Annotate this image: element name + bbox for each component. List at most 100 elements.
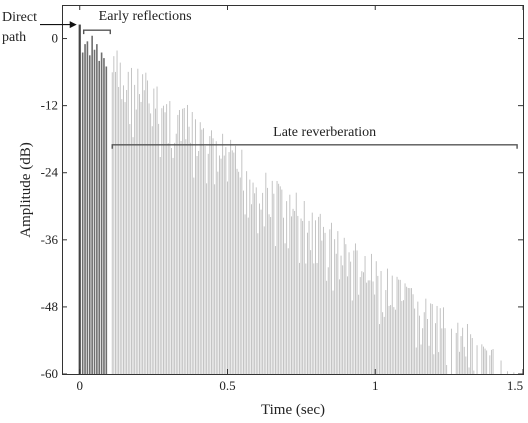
late-reverberation-bar	[223, 155, 225, 374]
late-reverberation-bar	[404, 283, 406, 374]
late-reverberation-bar	[342, 265, 344, 374]
x-tick-label: 1	[372, 378, 379, 393]
y-tick-label: 0	[52, 31, 59, 46]
late-reverberation-bar	[470, 334, 472, 374]
late-reverberation-bar	[390, 305, 392, 374]
late-reverberation-bar	[375, 261, 377, 374]
late-reverberation-bar	[282, 217, 284, 374]
late-reverberation-bar	[455, 332, 457, 374]
late-reverberation-bar	[316, 263, 318, 374]
late-reverberation-bar	[126, 89, 128, 374]
late-reverberation-label: Late reverberation	[273, 125, 376, 140]
late-reverberation-bar	[358, 294, 360, 374]
late-reverberation-bar	[300, 218, 302, 374]
late-reverberation-bar	[366, 282, 368, 374]
late-reverberation-bar	[391, 275, 393, 374]
late-reverberation-bracket	[111, 144, 518, 149]
late-reverberation-bar	[137, 68, 139, 374]
late-reverberation-bar	[183, 108, 185, 374]
late-reverberation-bar	[265, 172, 267, 374]
late-reverberation-bar	[134, 84, 136, 374]
late-reverberation-bar	[393, 307, 395, 374]
late-reverberation-bar	[151, 126, 153, 374]
late-reverberation-bar	[145, 72, 147, 375]
late-reverberation-bar	[199, 122, 201, 375]
late-reverberation-bar	[482, 346, 484, 374]
late-reverberation-bar	[446, 365, 448, 374]
ticks-group: 0 0.5 1 1.5 0 -12 -24 -36 -48 -60	[41, 5, 524, 393]
late-reverberation-bar	[434, 323, 436, 374]
late-reverberation-bar	[148, 103, 150, 374]
late-reverberation-bar	[492, 349, 494, 374]
late-reverberation-bar	[167, 143, 169, 374]
late-reverberation-bar	[194, 119, 196, 375]
bars-group	[78, 24, 515, 375]
late-reverberation-bar	[154, 108, 156, 374]
late-reverberation-bar	[314, 220, 316, 374]
late-reverberation-bar	[212, 138, 214, 374]
late-reverberation-bar	[111, 72, 113, 374]
late-reverberation-bar	[159, 157, 161, 374]
early-reflections-label: Early reflections	[99, 9, 192, 24]
late-reverberation-bar	[217, 171, 219, 374]
late-reverberation-bar	[462, 327, 464, 374]
late-reverberation-bar	[441, 328, 443, 374]
late-reverberation-bar	[186, 104, 188, 375]
late-reverberation-bar	[420, 344, 422, 374]
late-reverberation-bar	[319, 213, 321, 374]
late-reverberation-bar	[430, 303, 432, 374]
late-reverberation-bar	[337, 231, 339, 374]
late-reverberation-bar	[122, 85, 124, 375]
late-reverberation-bar	[359, 277, 361, 374]
late-reverberation-bar	[236, 168, 238, 374]
late-reverberation-bar	[250, 204, 252, 374]
annotations-group: Early reflections Late reverberation Dir…	[2, 9, 518, 149]
late-reverberation-bar	[294, 210, 296, 374]
late-reverberation-bar	[407, 288, 409, 374]
late-reverberation-bar	[214, 184, 216, 374]
late-reverberation-bar	[361, 271, 363, 374]
late-reverberation-bar	[228, 152, 230, 374]
late-reverberation-bar	[244, 214, 246, 374]
late-reverberation-bar	[164, 112, 166, 374]
late-reverberation-bar	[302, 220, 304, 374]
late-reverberation-bar	[180, 140, 182, 374]
late-reverberation-bar	[220, 158, 222, 374]
direct-path-bar	[78, 24, 81, 374]
late-reverberation-bar	[209, 136, 211, 374]
late-reverberation-bar	[121, 99, 123, 375]
late-reverberation-bar	[364, 256, 366, 374]
late-reverberation-bar	[423, 312, 425, 374]
early-reflection-bar	[91, 35, 93, 374]
late-reverberation-bar	[158, 123, 160, 374]
late-reverberation-bar	[249, 179, 251, 374]
late-reverberation-bar	[140, 101, 142, 374]
early-reflections-bracket	[82, 29, 111, 35]
late-reverberation-bar	[274, 246, 276, 374]
late-reverberation-bar	[311, 212, 313, 374]
late-reverberation-bar	[284, 243, 286, 374]
late-reverberation-bar	[463, 346, 465, 374]
late-reverberation-bar	[385, 290, 387, 374]
late-reverberation-bar	[370, 253, 372, 374]
late-reverberation-bar	[471, 338, 473, 374]
late-reverberation-bar	[318, 216, 320, 374]
late-reverberation-bar	[150, 113, 152, 375]
late-reverberation-bar	[476, 345, 478, 374]
late-reverberation-bar	[374, 294, 376, 374]
late-reverberation-bar	[350, 261, 352, 374]
late-reverberation-bar	[116, 50, 118, 374]
late-reverberation-bar	[367, 280, 369, 374]
late-reverberation-bar	[252, 182, 254, 374]
late-reverberation-bar	[399, 279, 401, 374]
late-reverberation-bar	[444, 328, 446, 374]
late-reverberation-bar	[130, 67, 132, 375]
direct-path-label-line2: path	[2, 30, 26, 45]
late-reverberation-bar	[313, 263, 315, 374]
late-reverberation-bar	[484, 348, 486, 374]
late-reverberation-bar	[169, 101, 171, 375]
late-reverberation-bar	[303, 200, 305, 374]
late-reverberation-bar	[383, 316, 385, 374]
late-reverberation-bar	[182, 108, 184, 374]
